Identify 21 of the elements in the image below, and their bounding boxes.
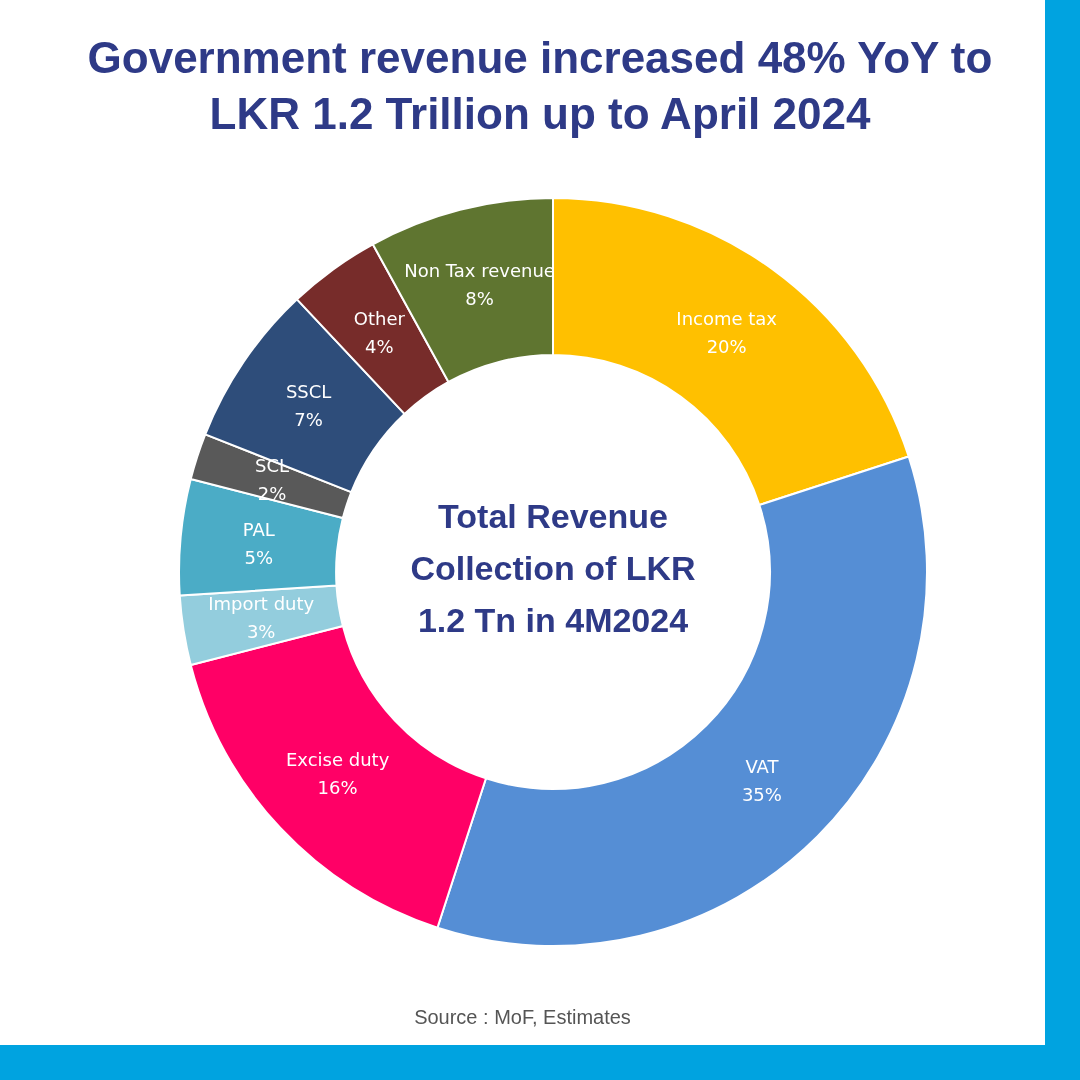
data-label: 8% [465,288,494,310]
slice-label: Import duty [208,592,315,614]
slice-label: VAT [745,755,780,777]
data-label: 16% [317,776,358,798]
slice-label: Non Tax revenue [404,260,555,282]
data-label: 5% [244,546,274,568]
data-label: 2% [257,483,287,505]
slice-label: SSCL [285,380,332,402]
slice-label: Other [353,307,406,329]
data-label: 20% [706,335,747,357]
slice-label: PAL [242,518,275,540]
data-label: 4% [365,335,394,357]
data-label: 7% [294,408,323,430]
source-note: Source : MoF, Estimates [413,1006,632,1029]
slice-label: Income tax [676,307,778,329]
slice-label: Excise duty [285,748,390,770]
slice-label: SCL [254,455,290,477]
data-label: 35% [741,783,782,805]
chart-title: Government revenue increased 48% YoY to LKR 1.2 Trillion up to April 2024 [86,32,994,140]
text: Total Revenue Collection of LKR 1.2 Tn in 4M2024 [409,496,697,641]
data-label: 3% [246,620,276,642]
